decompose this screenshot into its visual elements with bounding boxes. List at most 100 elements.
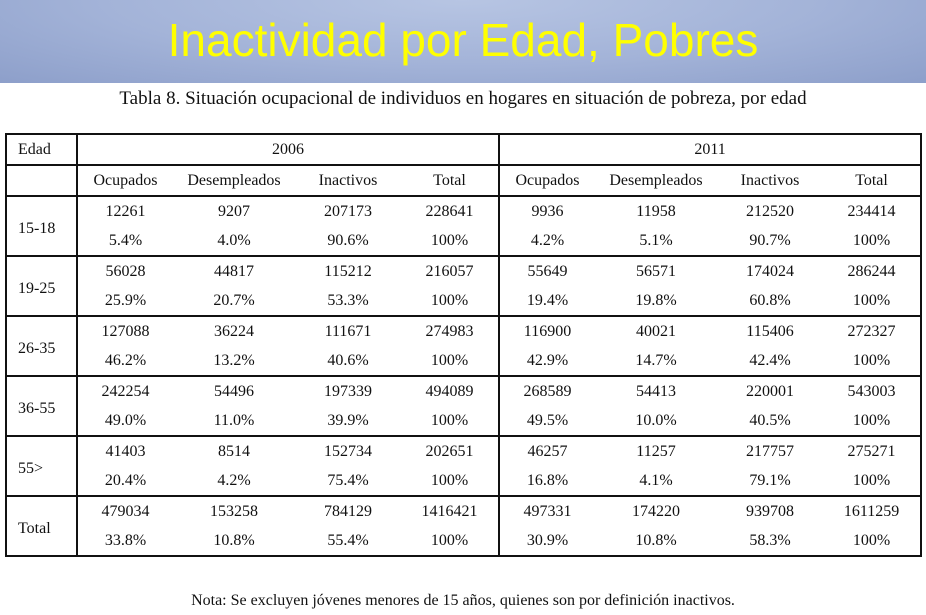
count-cell: 784129: [324, 502, 372, 520]
percent-cell: 5.4%: [77, 226, 173, 257]
count-cell: 234414: [847, 202, 896, 220]
percent-cell: 42.9%: [499, 346, 595, 377]
count-cell: 54496: [214, 382, 254, 400]
table-note: Nota: Se excluyen jóvenes menores de 15 …: [191, 592, 735, 609]
percent-cell: 100%: [823, 226, 922, 257]
col-header-desempleados: Desempleados: [595, 165, 717, 197]
edad-header: Edad: [6, 134, 78, 166]
percent-cell: 11.0%: [173, 406, 295, 437]
count-cell: 36224: [214, 322, 254, 340]
percent-cell: 100%: [823, 406, 922, 437]
count-cell: 11257: [636, 442, 676, 460]
count-cell: 56028: [105, 262, 146, 280]
count-cell: 56571: [636, 262, 676, 280]
age-group-label: 55>: [6, 436, 78, 497]
percent-cell: 20.7%: [173, 286, 295, 317]
percent-cell: 40.5%: [717, 406, 823, 437]
percent-cell: 25.9%: [77, 286, 173, 317]
year-header-2006: 2006: [77, 134, 500, 166]
col-header-total: Total: [823, 165, 922, 197]
percent-cell: 100%: [401, 526, 500, 557]
column-header-row: Ocupados Desempleados Inactivos Total Oc…: [6, 165, 922, 197]
percent-cell: 49.5%: [499, 406, 595, 437]
count-cell: 207173: [324, 202, 372, 220]
count-cell: 268589: [523, 382, 572, 400]
count-cell: 274983: [401, 316, 500, 346]
count-cell: 152734: [324, 442, 372, 460]
age-group-label: 26-35: [6, 316, 78, 377]
count-cell: 494089: [401, 376, 500, 406]
count-cell: 116900: [523, 322, 572, 340]
percent-cell: 55.4%: [295, 526, 401, 557]
percent-cell: 10.8%: [173, 526, 295, 557]
percent-cell: 100%: [401, 286, 500, 317]
count-cell: 41403: [105, 442, 146, 460]
table-row-counts: Total 479034 153258 784129 1416421 497331 1742…: [6, 496, 921, 557]
count-cell: 272327: [847, 322, 896, 340]
count-cell: 40021: [636, 322, 676, 340]
percent-cell: 53.3%: [295, 286, 401, 317]
count-cell: 212520: [746, 202, 794, 220]
age-group-label: 19-25: [6, 256, 78, 317]
table-row-percents: 5.4% 4.0% 90.6% 100% 4.2% 5.1% 90.7% 100%: [6, 226, 922, 257]
table-row-percents: 49.0% 11.0% 39.9% 100% 49.5% 10.0% 40.5% 100%: [6, 406, 922, 437]
percent-cell: 75.4%: [295, 466, 401, 497]
table-row-counts: 55> 41403 8514 152734 202651 46257 11257 217757…: [6, 436, 921, 497]
count-cell: 497331: [523, 502, 572, 520]
table-row-counts: 36-55 242254 54496 197339 494089 268589 54413 2…: [6, 376, 921, 437]
percent-cell: 4.0%: [173, 226, 295, 257]
count-cell: 115406: [746, 322, 794, 340]
count-cell: 115212: [324, 262, 372, 280]
count-cell: 1611259: [843, 502, 900, 520]
percent-cell: 100%: [401, 406, 500, 437]
percent-cell: 40.6%: [295, 346, 401, 377]
title-band: [0, 0, 926, 83]
table-row-counts: 19-25 56028 44817 115212 216057 55649 56571 174…: [6, 256, 921, 317]
percent-cell: 46.2%: [77, 346, 173, 377]
percent-cell: 90.6%: [295, 226, 401, 257]
percent-cell: 33.8%: [77, 526, 173, 557]
percent-cell: 19.8%: [595, 286, 717, 317]
percent-cell: 4.2%: [173, 466, 295, 497]
percent-cell: 30.9%: [499, 526, 595, 557]
year-header-2011: 2011: [499, 134, 922, 166]
col-header-inactivos: Inactivos: [295, 165, 401, 197]
count-cell: 44817: [214, 262, 254, 280]
percent-cell: 10.0%: [595, 406, 717, 437]
percent-cell: 39.9%: [295, 406, 401, 437]
count-cell: 9936: [531, 202, 564, 220]
percent-cell: 90.7%: [717, 226, 823, 257]
table-row-counts: 15-18 12261 9207 207173 228641 9936 11958 21252…: [6, 196, 921, 257]
table-row-counts: 26-35 127088 36224 111671 274983 116900 40021 1…: [6, 316, 921, 377]
slide-title: Inactividad por Edad, Pobres: [167, 14, 759, 66]
count-cell: 174220: [632, 502, 680, 520]
percent-cell: 100%: [823, 526, 922, 557]
percent-cell: 58.3%: [717, 526, 823, 557]
count-cell: 9207: [218, 202, 250, 220]
count-cell: 220001: [746, 382, 794, 400]
age-group-label: Total: [6, 496, 78, 557]
count-cell: 46257: [527, 442, 568, 460]
table-caption: Tabla 8. Situación ocupacional de indivi…: [119, 88, 807, 109]
year-header-row: Edad 2006 2011: [6, 134, 922, 166]
percent-cell: 100%: [401, 466, 500, 497]
count-cell: 202651: [401, 436, 500, 466]
table-row-percents: 25.9% 20.7% 53.3% 100% 19.4% 19.8% 60.8% 100%: [6, 286, 922, 317]
count-cell: 174024: [746, 262, 794, 280]
age-group-label: 36-55: [6, 376, 78, 437]
count-cell: 275271: [847, 442, 896, 460]
count-cell: 127088: [101, 322, 150, 340]
count-cell: 8514: [218, 442, 250, 460]
percent-cell: 100%: [401, 226, 500, 257]
count-cell: 543003: [847, 382, 896, 400]
col-header-ocupados: Ocupados: [77, 165, 173, 197]
table-row-percents: 46.2% 13.2% 40.6% 100% 42.9% 14.7% 42.4% 100%: [6, 346, 922, 377]
count-cell: 242254: [101, 382, 150, 400]
count-cell: 55649: [527, 262, 568, 280]
percent-cell: 4.2%: [499, 226, 595, 257]
count-cell: 479034: [101, 502, 150, 520]
percent-cell: 100%: [823, 286, 922, 317]
percent-cell: 60.8%: [717, 286, 823, 317]
count-cell: 217757: [746, 442, 794, 460]
percent-cell: 14.7%: [595, 346, 717, 377]
